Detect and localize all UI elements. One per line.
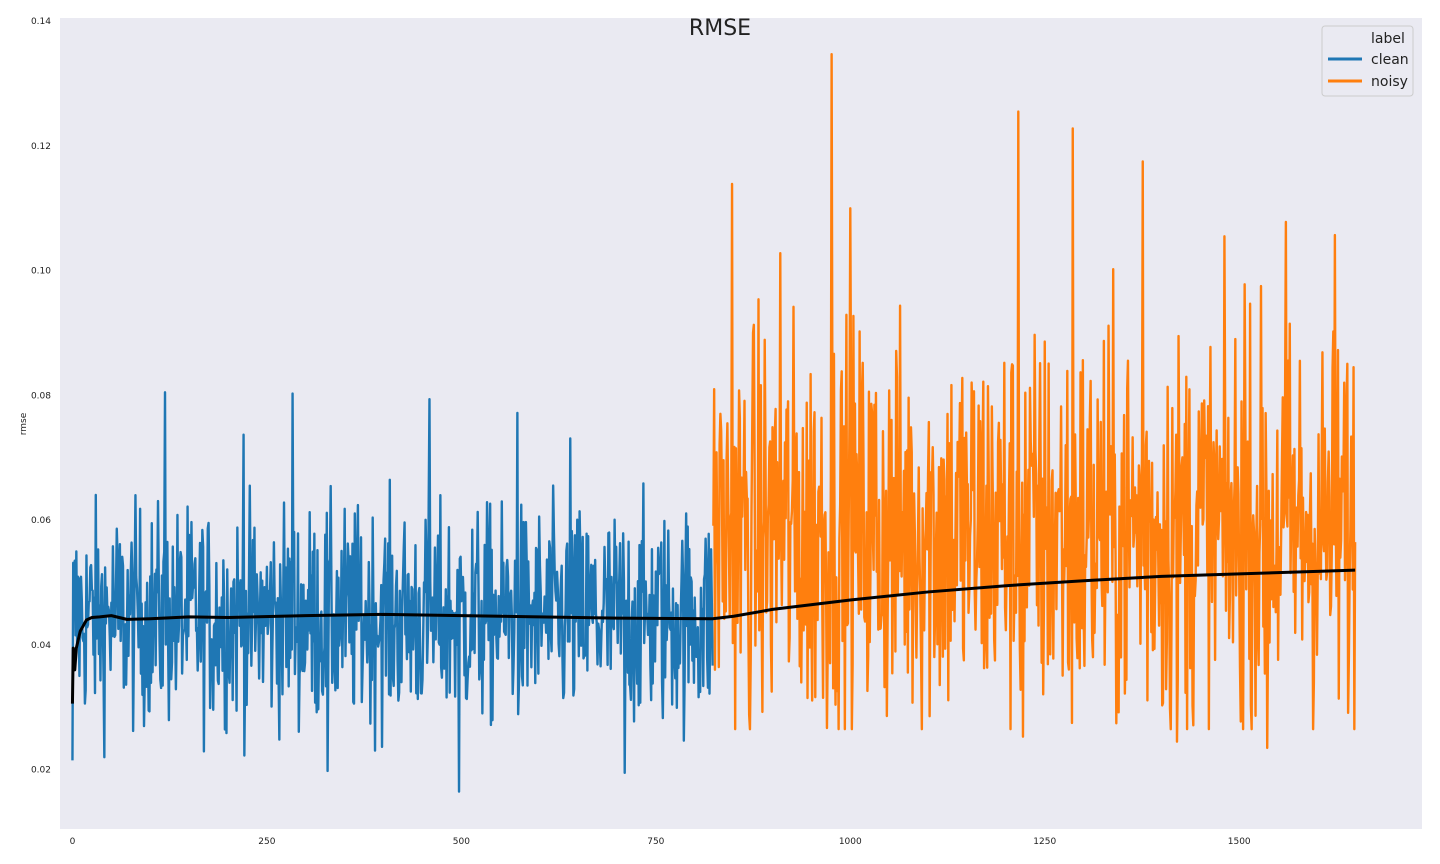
legend: label clean noisy <box>1321 25 1414 97</box>
y-axis-label: rmse <box>19 412 29 435</box>
series-layer <box>70 52 1357 793</box>
running-mean-line <box>70 568 1356 704</box>
series-line-noisy <box>712 52 1357 750</box>
x-tick-label: 750 <box>647 837 664 847</box>
x-tick-label: 1500 <box>1228 837 1251 847</box>
x-tick-label: 1250 <box>1033 837 1056 847</box>
y-tick-label: 0.02 <box>31 766 51 776</box>
x-tick-label: 0 <box>70 837 76 847</box>
y-tick-label: 0.12 <box>31 142 51 152</box>
x-tick-label: 250 <box>258 837 275 847</box>
series-line-clean <box>71 391 714 793</box>
y-tick-label: 0.04 <box>31 641 51 651</box>
x-tick-label: 500 <box>453 837 470 847</box>
x-tick-label: 1000 <box>839 837 862 847</box>
y-tick-label: 0.14 <box>31 17 51 27</box>
y-axis: 0.02 0.04 0.06 0.08 0.10 0.12 0.14 <box>31 17 51 776</box>
chart-title: RMSE <box>689 16 751 41</box>
y-tick-label: 0.06 <box>31 516 51 526</box>
legend-title: label <box>1371 31 1405 47</box>
legend-box <box>1321 25 1414 97</box>
legend-label-clean: clean <box>1371 52 1409 68</box>
y-tick-label: 0.08 <box>31 391 51 401</box>
legend-label-noisy: noisy <box>1371 74 1408 90</box>
y-tick-label: 0.10 <box>31 267 51 277</box>
x-axis: 0 250 500 750 1000 1250 1500 <box>70 837 1251 847</box>
